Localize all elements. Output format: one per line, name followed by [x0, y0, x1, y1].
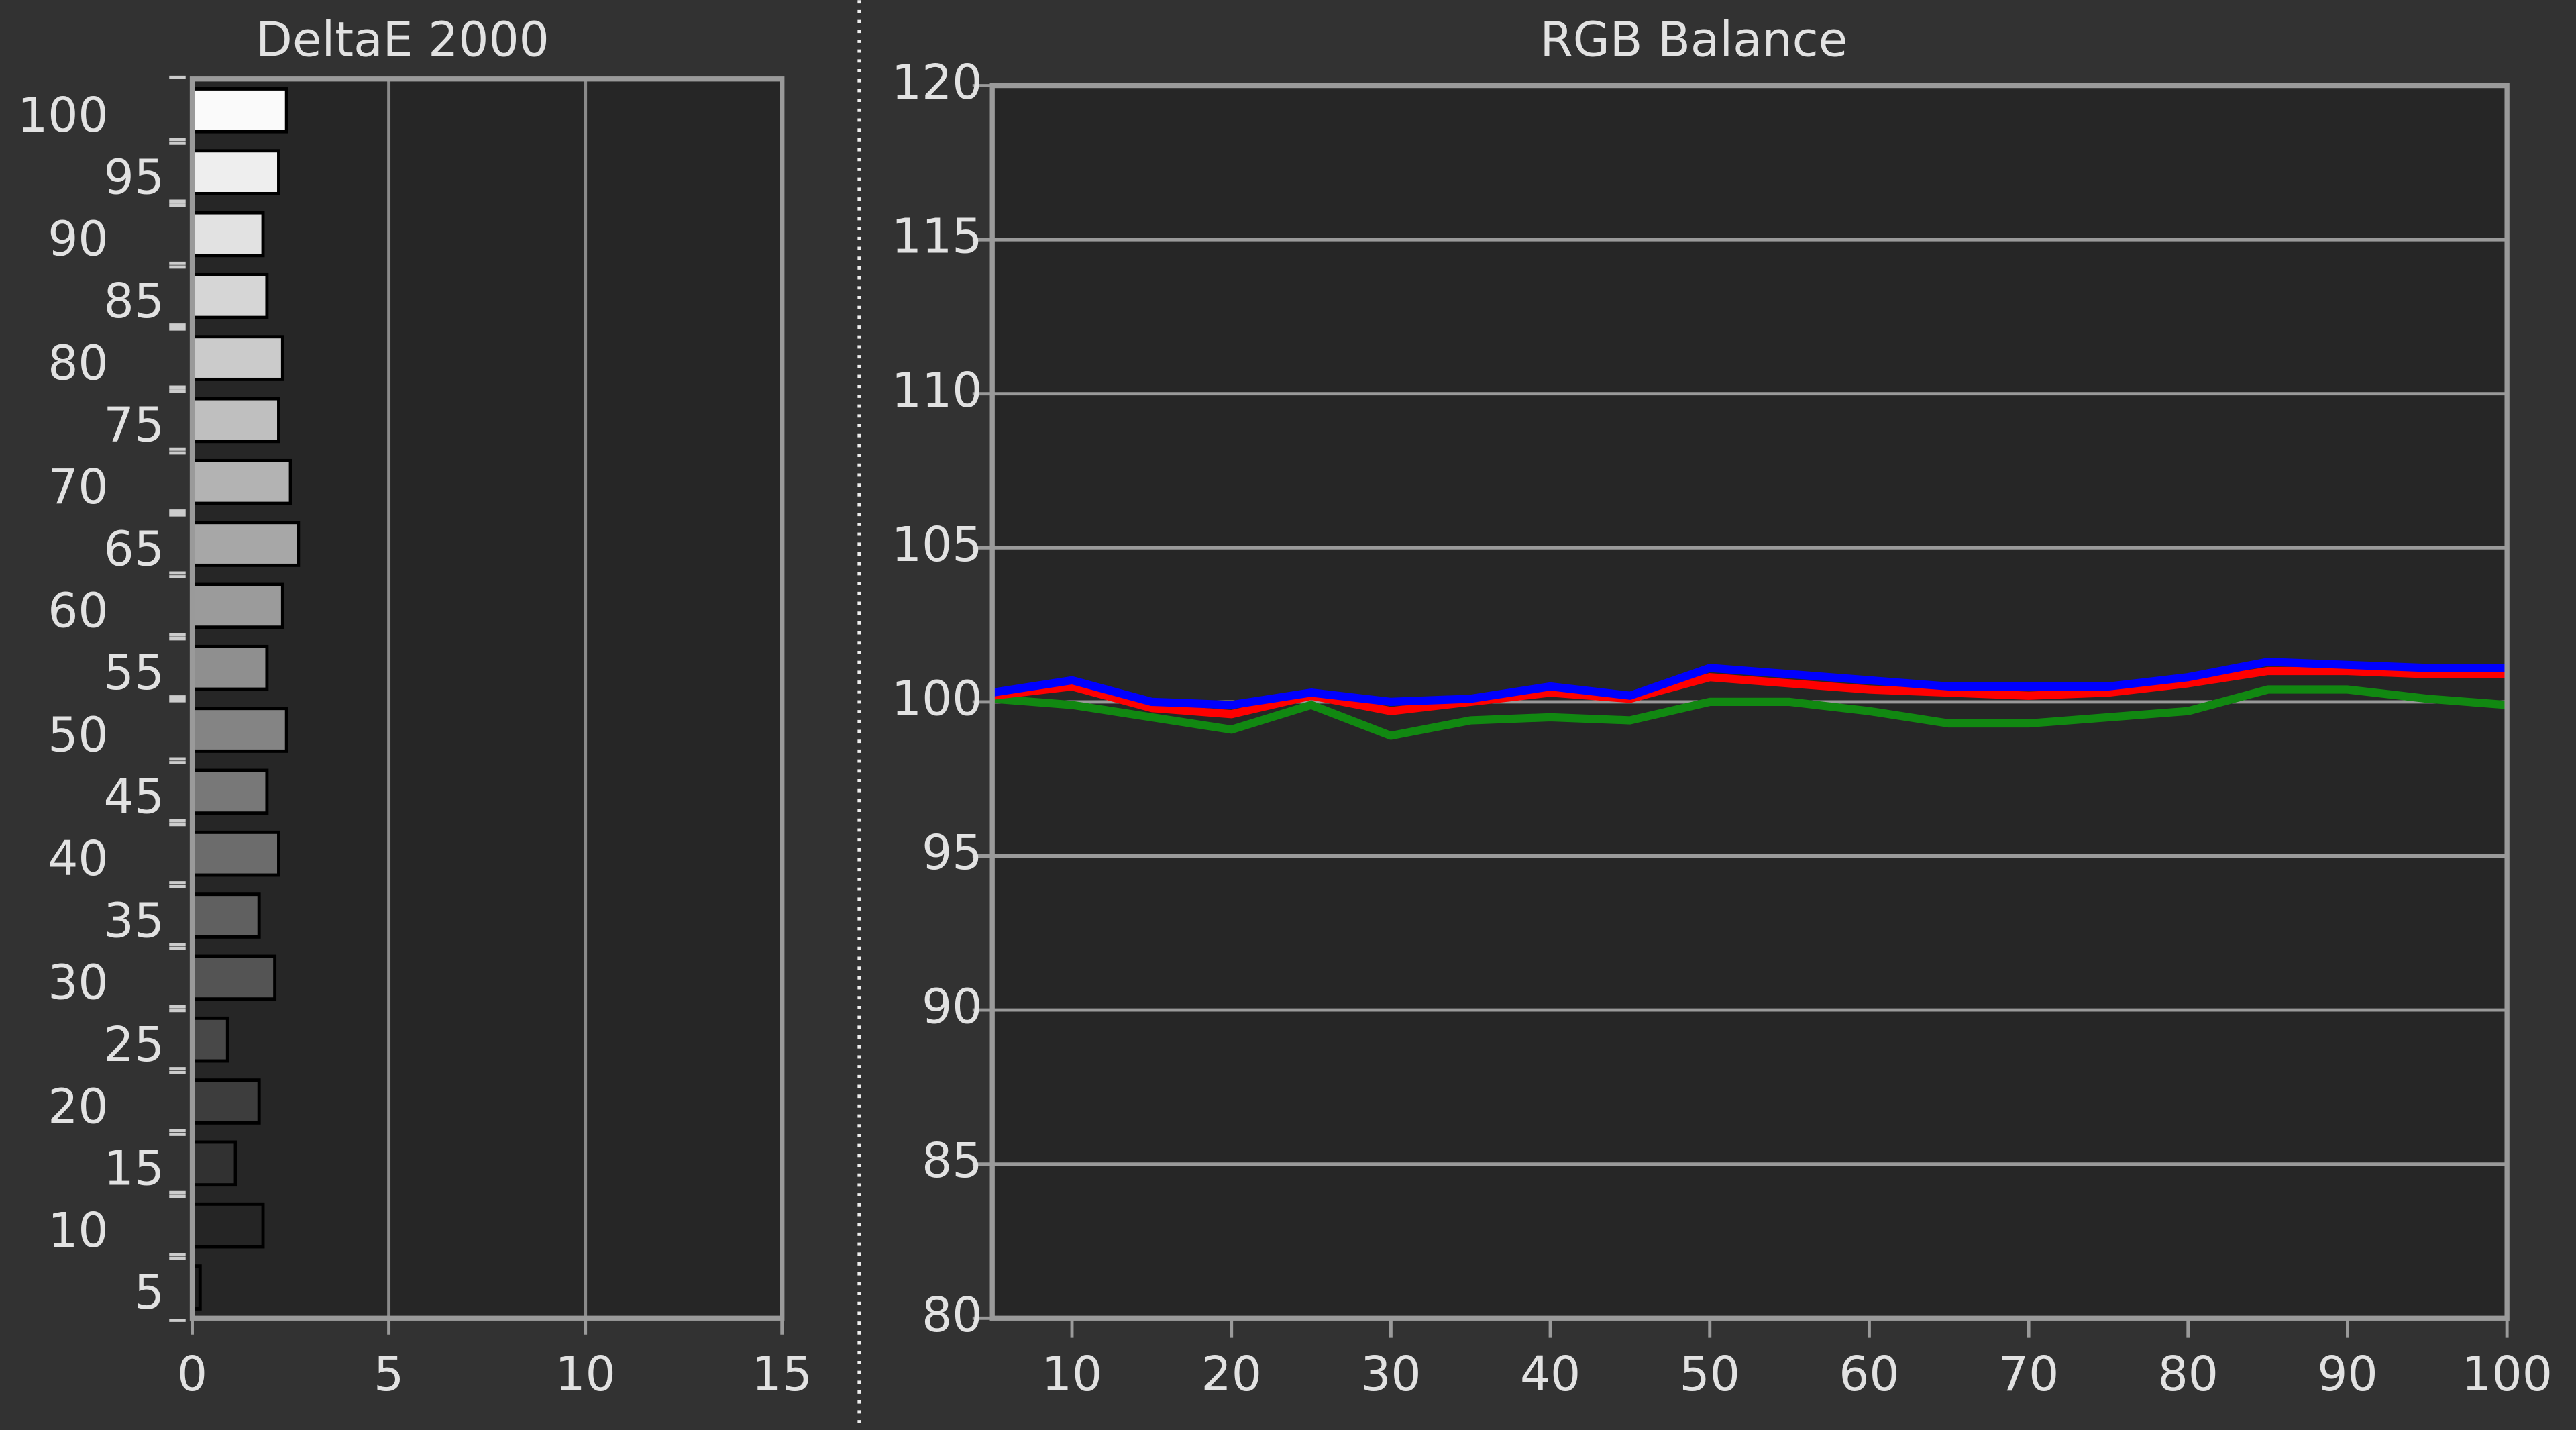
bar [191, 1140, 237, 1187]
y-tick-label: 85 [104, 273, 164, 329]
bar [191, 397, 280, 444]
chart-title: DeltaE 2000 [256, 11, 549, 67]
y-tick-label: 90 [48, 211, 108, 267]
x-tick-label: 70 [1998, 1346, 2059, 1402]
y-tick-label: 80 [48, 335, 108, 391]
bar [191, 768, 269, 815]
bar [191, 954, 277, 1001]
plot-frame [989, 83, 2510, 1321]
x-tick-label: 20 [1201, 1346, 1262, 1402]
y-tick-label: 65 [104, 521, 164, 576]
y-tick-label: 80 [922, 1287, 982, 1343]
y-tick-label: 20 [48, 1078, 108, 1134]
bar [191, 521, 301, 567]
x-tick-label: 40 [1520, 1346, 1580, 1402]
bar [191, 1016, 229, 1063]
y-tick-label: 100 [17, 87, 109, 143]
series-line [991, 658, 2508, 709]
bar [191, 335, 284, 381]
y-tick-label: 70 [48, 459, 108, 515]
y-tick-label: 5 [134, 1264, 164, 1320]
y-tick-label: 110 [892, 362, 983, 418]
bar [191, 644, 269, 691]
y-tick-label: 60 [48, 583, 108, 639]
series-line [991, 666, 2508, 719]
x-tick-label: 80 [2158, 1346, 2218, 1402]
y-tick-label: 105 [892, 517, 983, 572]
y-tick-label: 35 [104, 892, 164, 948]
x-tick-label: 30 [1360, 1346, 1421, 1402]
bar [191, 1202, 265, 1249]
bar [191, 458, 292, 505]
y-tick-label: 120 [892, 54, 983, 110]
y-tick-label: 95 [104, 149, 164, 205]
y-tick-label: 15 [104, 1141, 164, 1196]
plot-frame [189, 76, 785, 1321]
x-tick-label: 50 [1680, 1346, 1740, 1402]
x-tick-label: 100 [2461, 1346, 2553, 1402]
bar [191, 707, 288, 753]
y-tick-label: 95 [922, 825, 982, 880]
bar [191, 211, 265, 258]
y-tick-label: 40 [48, 831, 108, 886]
bar [191, 272, 269, 319]
x-tick-label: 0 [177, 1346, 207, 1402]
bar [191, 830, 280, 877]
x-tick-label: 10 [1042, 1346, 1102, 1402]
y-tick-label: 45 [104, 769, 164, 825]
y-tick-label: 90 [922, 979, 982, 1035]
x-tick-label: 90 [2317, 1346, 2377, 1402]
y-tick-label: 85 [922, 1133, 982, 1188]
x-tick-label: 5 [374, 1346, 404, 1402]
bar [191, 892, 261, 939]
bar [191, 582, 284, 629]
y-tick-label: 30 [48, 955, 108, 1011]
bar [191, 1078, 261, 1125]
x-tick-label: 10 [555, 1346, 615, 1402]
bar [191, 87, 288, 134]
chart-title: RGB Balance [1540, 11, 1847, 67]
y-tick-label: 75 [104, 397, 164, 453]
y-tick-label: 100 [892, 670, 983, 726]
x-tick-label: 60 [1839, 1346, 1899, 1402]
y-tick-label: 55 [104, 645, 164, 701]
y-tick-label: 115 [892, 209, 983, 264]
bar [191, 149, 280, 195]
plot-area [192, 79, 782, 1319]
y-tick-label: 50 [48, 707, 108, 762]
series-line [991, 685, 2508, 740]
y-tick-label: 25 [104, 1017, 164, 1072]
x-tick-label: 15 [752, 1346, 812, 1402]
y-tick-label: 10 [48, 1203, 108, 1258]
